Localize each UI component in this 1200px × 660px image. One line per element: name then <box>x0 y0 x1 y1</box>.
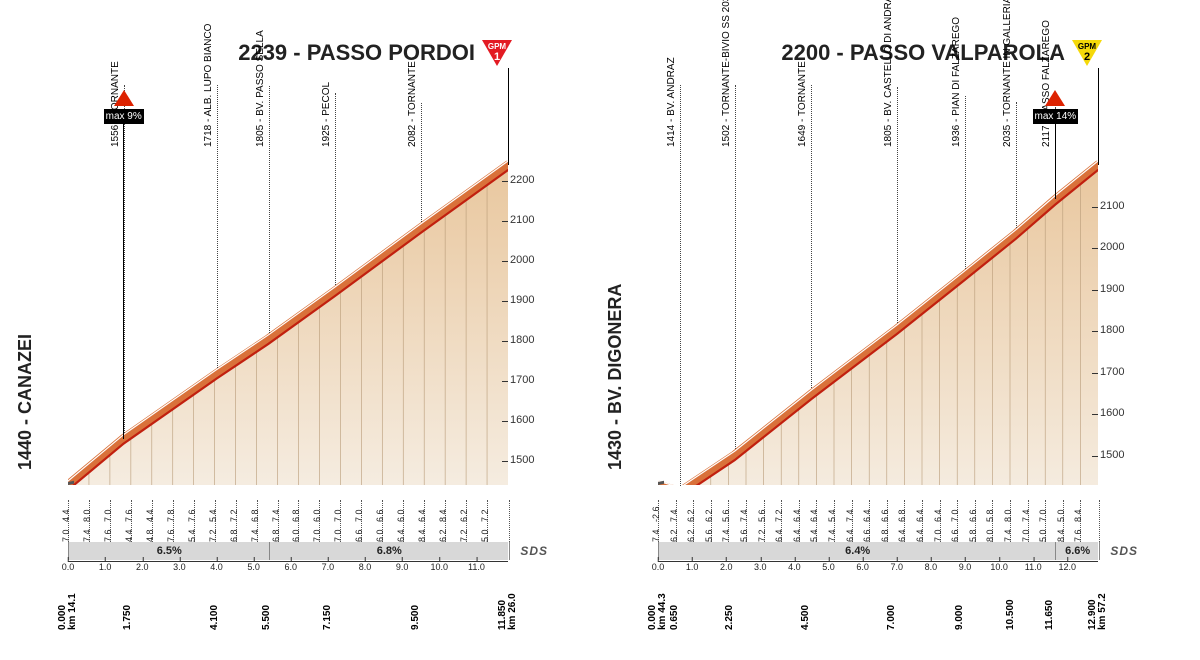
waypoint: 1805 - BV. PASSO SELLA <box>269 145 270 339</box>
km-label: km 44.3 <box>657 593 668 630</box>
avg-segment: 6.8% <box>269 542 510 560</box>
waypoint: 2035 - TORNANTE IN GALLERIA <box>1016 145 1017 234</box>
page: 2239 - PASSO PORDOI GPM 11440 - CANAZEI … <box>0 0 1200 660</box>
alt-tick: 1700 <box>510 374 550 386</box>
dist-tick: 0.0 <box>62 562 75 572</box>
credit-sds: SDS <box>520 544 548 558</box>
dist-tick: 11.0 <box>1025 562 1042 572</box>
dist-tick: 3.0 <box>173 562 186 572</box>
alt-tick: 1900 <box>510 294 550 306</box>
waypoint: 1805 - BV. CASTELLO DI ANDRAZ <box>897 145 898 329</box>
dist-tick: 5.0 <box>822 562 835 572</box>
alt-tick: 2000 <box>1100 241 1140 253</box>
gradient-band: 4.47.08.07.47.07.67.64.44.44.87.87.67.65… <box>68 500 508 542</box>
alt-tick: 1500 <box>510 454 550 466</box>
km-label: 9.000 <box>954 605 965 630</box>
avg-segment: 6.4% <box>658 542 1056 560</box>
alt-tick: 2000 <box>510 254 550 266</box>
summit-line <box>508 68 509 165</box>
dist-tick: 12.0 <box>1059 562 1077 572</box>
dist-tick: 9.0 <box>396 562 409 572</box>
avg-gradient-band: 6.4%6.6% <box>658 542 1098 560</box>
km-labels: 0.000km 44.30.6502.2504.5007.0009.00010.… <box>658 585 1098 630</box>
dist-tick: 4.0 <box>788 562 801 572</box>
climb-profile-pordoi: 2239 - PASSO PORDOI GPM 11440 - CANAZEI … <box>30 20 590 640</box>
start-label: 1430 - BV. DIGONERA <box>605 284 626 470</box>
gradient-band: -2.67.47.46.26.26.26.25.65.67.47.45.65.6… <box>658 500 1098 542</box>
waypoint: 1936 - PIAN DI FALZAREGO <box>965 145 966 275</box>
waypoint: 1718 - ALB. LUPO BIANCO <box>217 145 218 374</box>
dist-tick: 2.0 <box>720 562 733 572</box>
km-label: 10.500 <box>1005 599 1016 630</box>
alt-tick: 1700 <box>1100 366 1140 378</box>
climb-profile-valparola: 2200 - PASSO VALPAROLA GPM 21430 - BV. D… <box>620 20 1180 640</box>
gradient-cell: 7.25.0 <box>487 500 510 542</box>
alt-tick: 1600 <box>510 414 550 426</box>
distance-axis: 0.01.02.03.04.05.06.07.08.09.010.011.0 <box>68 561 508 582</box>
dist-tick: 6.0 <box>856 562 869 572</box>
waypoint: 2082 - TORNANTE <box>421 145 422 228</box>
dist-tick: 1.0 <box>686 562 699 572</box>
alt-tick: 1600 <box>1100 407 1140 419</box>
km-label: 2.250 <box>724 605 735 630</box>
km-label: 7.150 <box>322 605 333 630</box>
dist-tick: 1.0 <box>99 562 112 572</box>
dist-tick: 7.0 <box>890 562 903 572</box>
km-label: 11.650 <box>1044 600 1055 630</box>
dist-tick: 2.0 <box>136 562 149 572</box>
avg-segment: 6.5% <box>68 542 270 560</box>
credit-sds: SDS <box>1110 544 1138 558</box>
km-label: 9.500 <box>410 605 421 630</box>
km-label: 4.500 <box>800 605 811 630</box>
dist-tick: 10.0 <box>990 562 1008 572</box>
summit-line <box>1098 68 1099 165</box>
dist-tick: 10.0 <box>431 562 449 572</box>
alt-tick: 1900 <box>1100 283 1140 295</box>
max-grade-flag: max 14% <box>1030 90 1080 199</box>
km-label: 4.100 <box>209 605 220 630</box>
alt-tick: 1500 <box>1100 449 1140 461</box>
dist-tick: 6.0 <box>285 562 298 572</box>
altitude-axis: 1500 1600 1700 1800 1900 2000 2100 2200 <box>510 145 550 500</box>
alt-tick: 1800 <box>1100 324 1140 336</box>
dist-tick: 8.0 <box>925 562 938 572</box>
km-label: 0.650 <box>669 605 680 630</box>
waypoint: 1649 - TORNANTE <box>811 145 812 394</box>
climb-title: 2239 - PASSO PORDOI <box>238 40 475 66</box>
km-label: km 26.0 <box>507 593 518 630</box>
dist-tick: 11.0 <box>468 562 485 572</box>
gpm-badge: GPM 2 <box>1072 40 1102 68</box>
km-label: km 57.2 <box>1097 593 1108 630</box>
km-label: 1.750 <box>122 605 133 630</box>
km-label: 5.500 <box>261 605 272 630</box>
altitude-axis: 1500 1600 1700 1800 1900 2000 2100 <box>1100 145 1140 500</box>
dist-tick: 4.0 <box>210 562 223 572</box>
start-label: 1440 - CANAZEI <box>15 334 36 470</box>
avg-segment: 6.6% <box>1055 542 1100 560</box>
alt-tick: 2200 <box>510 174 550 186</box>
waypoint: 1502 - TORNANTE-BIVIO SS 203 <box>735 145 736 455</box>
alt-tick: 2100 <box>1100 200 1140 212</box>
gradient-cell: 8.47.6 <box>1080 500 1100 542</box>
alt-tick: 1800 <box>510 334 550 346</box>
km-labels: 0.000km 14.11.7504.1005.5007.1509.50011.… <box>68 585 508 630</box>
dist-tick: 8.0 <box>359 562 372 572</box>
km-label: 7.000 <box>886 605 897 630</box>
alt-tick: 2100 <box>510 214 550 226</box>
max-grade-flag: max 9% <box>99 90 149 439</box>
dist-tick: 5.0 <box>247 562 260 572</box>
dist-tick: 3.0 <box>754 562 767 572</box>
dist-tick: 7.0 <box>322 562 335 572</box>
waypoint: 1414 - BV. ANDRAZ <box>680 145 681 492</box>
avg-gradient-band: 6.5%6.8% <box>68 542 508 560</box>
distance-axis: 0.01.02.03.04.05.06.07.08.09.010.011.012… <box>658 561 1098 582</box>
climb-title: 2200 - PASSO VALPAROLA <box>781 40 1065 66</box>
gpm-badge: GPM 1 <box>482 40 512 68</box>
waypoint: 1925 - PECOL <box>335 145 336 291</box>
dist-tick: 0.0 <box>652 562 665 572</box>
dist-tick: 9.0 <box>959 562 972 572</box>
km-label: km 14.1 <box>67 593 78 630</box>
